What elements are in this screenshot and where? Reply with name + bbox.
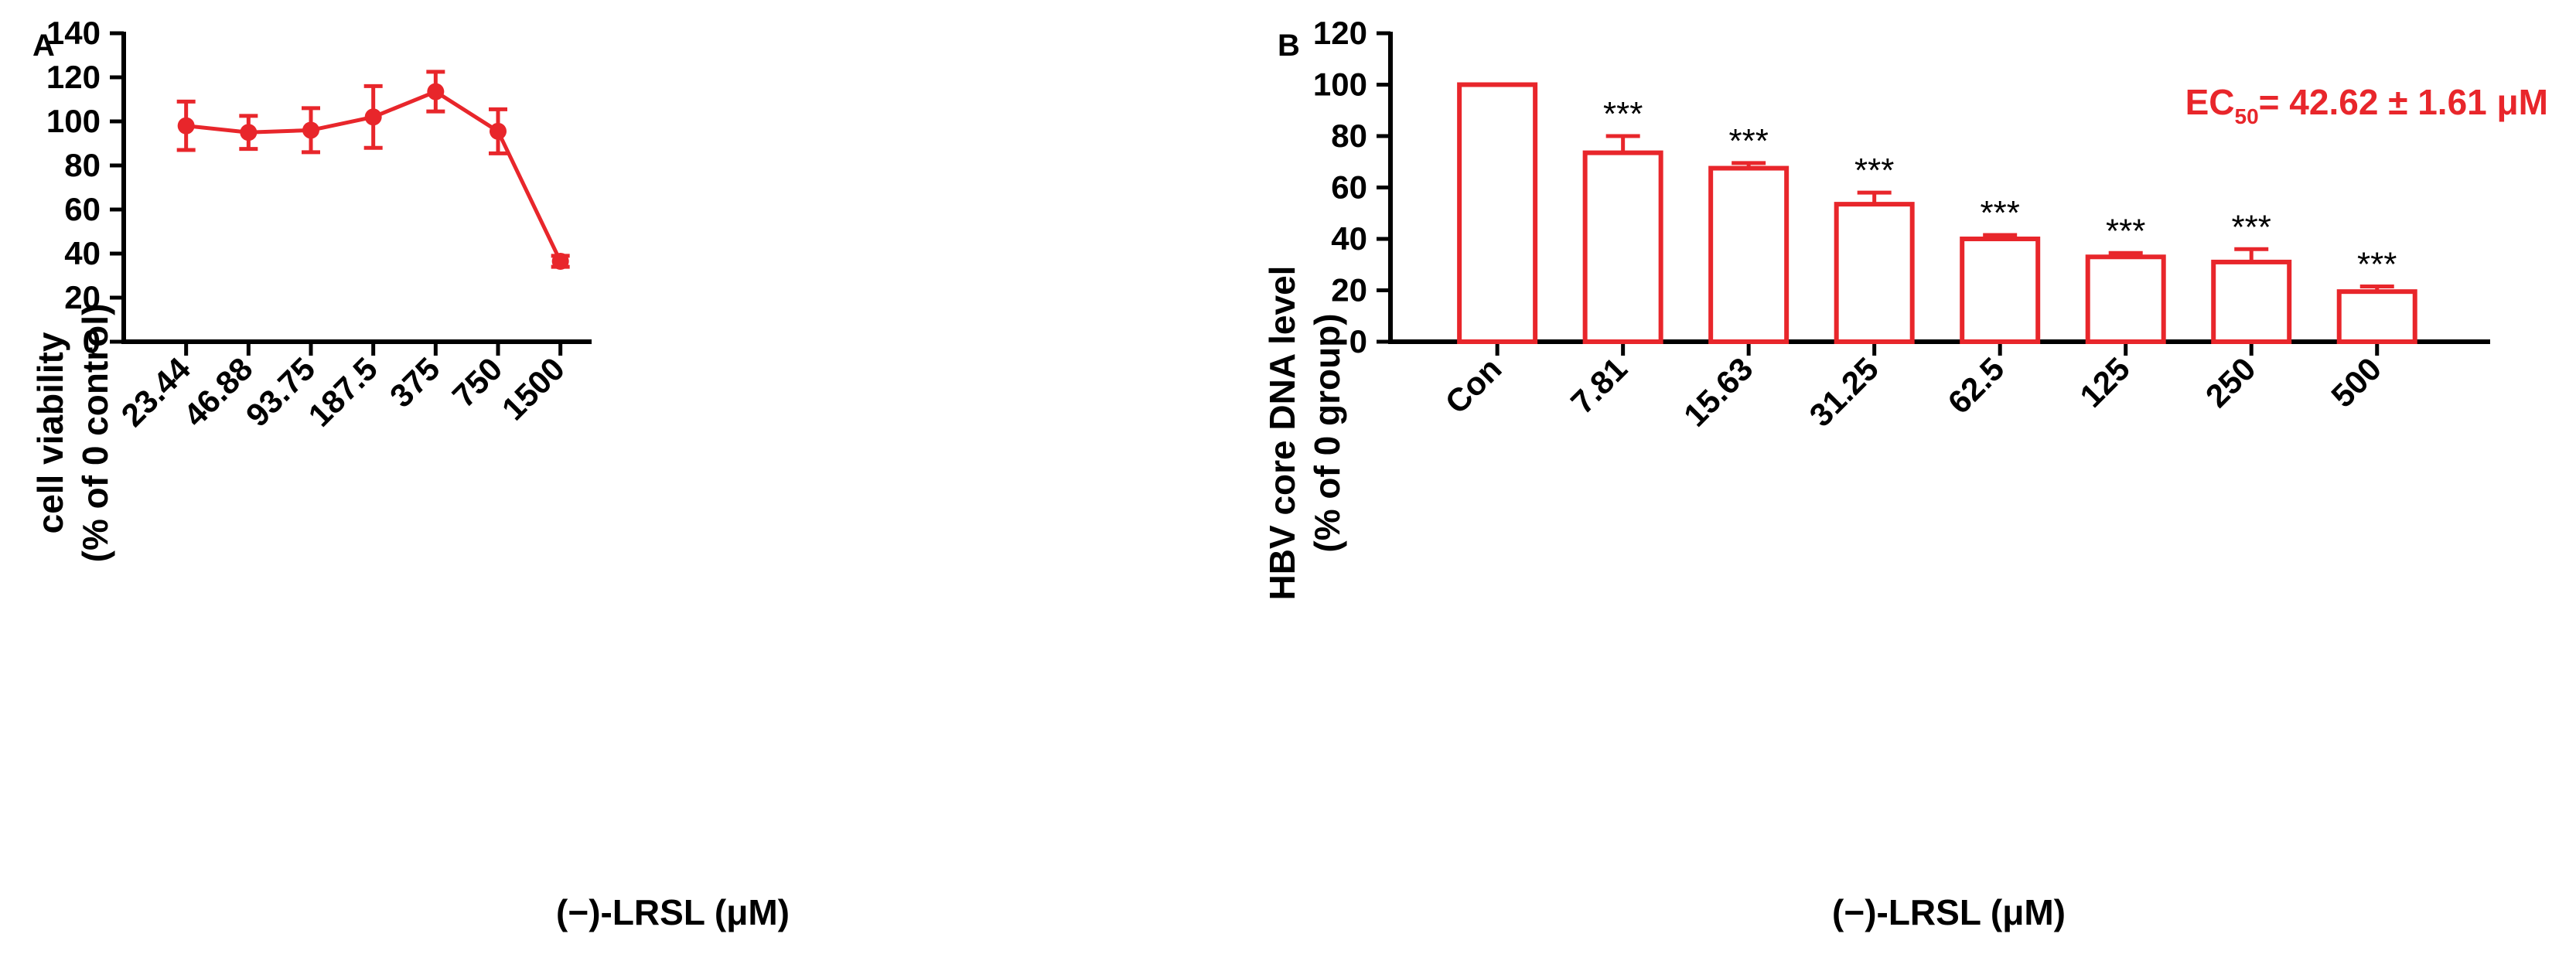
panel-b-x-tick-label: Con [1438,350,1509,421]
panel-b-y-tick-label: 20 [1331,272,1367,308]
panel-b-bar [1960,237,2041,344]
panel-b-significance-label: *** [1981,194,2020,232]
panel-a-y-tick-label: 40 [64,235,101,271]
panel-b-letter: B [1278,29,1300,63]
panel-a: A 0 20 40 60 80 100 120 140 23.4446.8893.75187.5… [30,15,790,932]
ec50-subscript: 50 [2235,104,2259,128]
panel-b-y-axis-label: HBV core DNA level (% of 0 group) [1262,266,1347,601]
panel-a-x-tick-label: 46.88 [176,350,260,434]
panel-b-x-tick-label: 31.25 [1802,350,1885,434]
panel-a-data-point [364,108,382,126]
panel-b-significance-label: *** [2106,212,2145,250]
panel-a-data-point [302,121,319,139]
panel-a-y-tick-label: 140 [46,15,101,51]
panel-b-significance-label: *** [1854,152,1894,189]
panel-b-significance-label: *** [1603,95,1643,133]
ec50-value: = 42.62 ± 1.61 μM [2259,82,2548,122]
panel-a-data-point [427,83,445,101]
panel-b-bar [2085,254,2166,344]
panel-b-y-tick-label: 60 [1331,169,1367,206]
panel-b-significance-label: *** [2357,246,2397,284]
panel-a-x-tick-label: 1500 [495,350,571,427]
panel-b-significance-label: *** [2232,208,2271,246]
panel-a-x-tick-label: 93.75 [239,350,322,434]
panel-b-x-tick-label: 125 [2073,350,2137,414]
ec50-annotation: EC50= 42.62 ± 1.61 μM [2185,82,2548,128]
panel-b-x-tick-label: 15.63 [1677,350,1760,434]
panel-b-x-tick-label: 500 [2324,350,2388,414]
panel-b-x-tick-label: 250 [2199,350,2263,414]
panel-b-y-label-line1: HBV core DNA level [1262,266,1302,601]
panel-b-x-tick-label: 62.5 [1941,350,2011,421]
ec50-prefix: EC [2185,82,2235,122]
panel-b-y-tick-label: 120 [1313,15,1367,51]
panel-b: B 0 20 40 60 80 100 120 Con 7.81 15.63 31.25 62.5 12… [1262,15,2548,932]
panel-b-x-tick-label: 7.81 [1564,350,1634,421]
panel-b-y-tick-label: 0 [1349,323,1367,360]
panel-b-x-axis-label: (−)-LRSL (μM) [1832,892,2066,932]
panel-b-axes: 0 20 40 60 80 100 120 Con 7.81 15.63 31.25 62.5 125 2… [1313,15,2490,434]
panel-b-bar [1457,82,1538,344]
panel-a-y-tick-label: 20 [64,279,101,315]
panel-b-bar [1834,202,1915,344]
panel-b-bar [2211,259,2292,344]
panel-a-y-tick-label: 0 [83,323,101,360]
panel-b-y-tick-label: 40 [1331,220,1367,257]
panel-a-data-point [490,122,507,140]
panel-b-y-label-line2: (% of 0 group) [1307,313,1347,552]
panel-a-data-point [240,124,258,141]
panel-a-axes: 0 20 40 60 80 100 120 140 23.4446.8893.75187.537… [46,15,592,434]
panel-a-x-axis-label: (−)-LRSL (μM) [556,892,790,932]
panel-b-significance-label: *** [1728,122,1768,160]
panel-a-y-label-line1: cell viability [30,332,70,533]
panel-a-data-point [551,252,569,270]
panel-a-letter: A [32,29,55,63]
panel-b-y-tick-label: 100 [1313,66,1367,103]
panel-b-bar [1582,150,1663,344]
panel-a-y-tick-label: 120 [46,59,101,95]
panel-a-y-axis-label: cell viability (% of 0 control) [30,304,115,563]
panel-b-y-tick-label: 80 [1331,118,1367,154]
panel-b-bar [1708,165,1790,344]
panel-a-y-tick-label: 80 [64,147,101,183]
panel-a-x-tick-label: 187.5 [301,350,384,434]
panel-a-y-label-line2: (% of 0 control) [75,304,115,563]
panel-b-bar [2336,289,2417,345]
panel-a-data-point [177,117,195,135]
panel-a-x-tick-label: 375 [383,350,447,414]
panel-a-x-tick-label: 23.44 [114,350,197,434]
panel-a-y-tick-label: 60 [64,191,101,227]
panel-a-y-tick-label: 100 [46,103,101,139]
